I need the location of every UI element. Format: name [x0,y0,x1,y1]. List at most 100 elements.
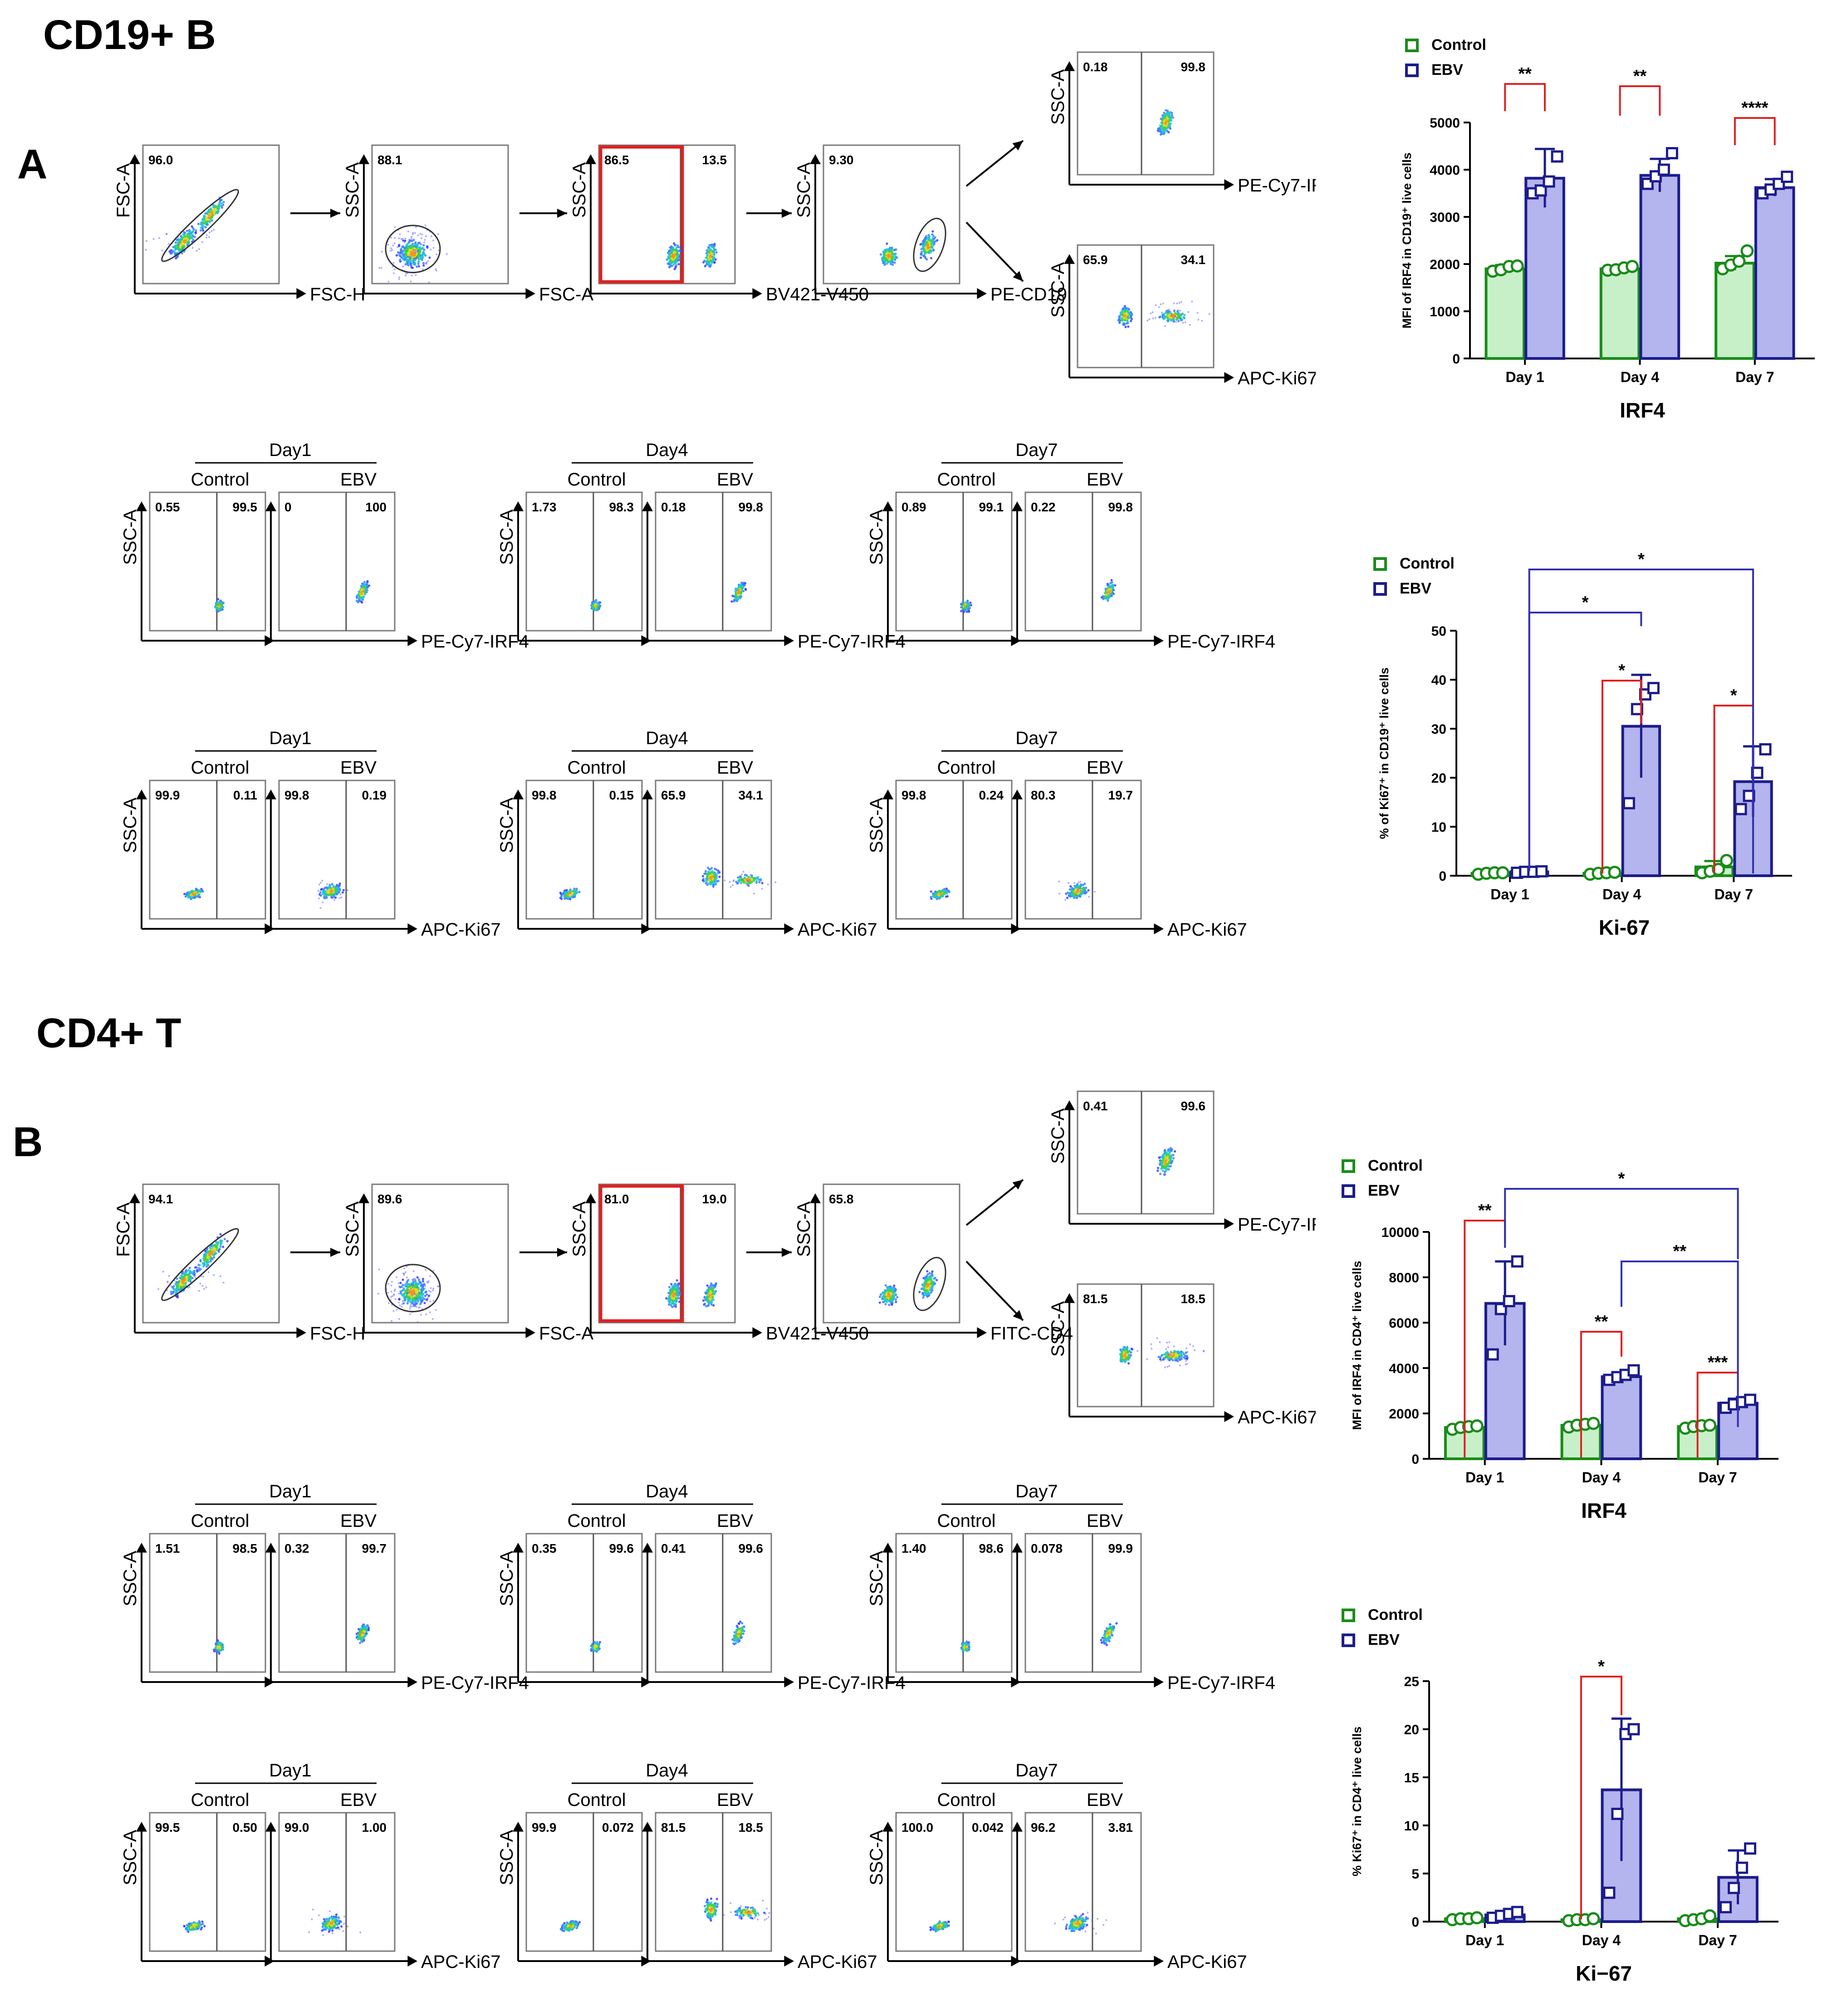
event-dot [1152,317,1154,319]
event-dot [1127,1356,1130,1359]
event-dot [889,254,892,257]
event-dot [668,263,671,265]
event-dot [889,1290,892,1292]
event-dot [970,604,972,607]
event-dot [184,1282,187,1285]
event-dot [173,250,176,253]
event-dot [188,1275,191,1278]
event-dot [1174,315,1176,318]
event-dot [402,1287,404,1289]
event-dot [414,252,416,254]
event-dot [1151,311,1154,314]
event-dot [920,256,922,259]
event-dot [596,605,599,608]
event-dot [1150,1343,1152,1345]
event-dot [1164,1173,1166,1176]
event-dot [403,247,405,249]
event-dot [1175,1353,1177,1356]
event-dot [415,274,417,276]
day-label: Day4 [646,440,688,460]
event-dot [421,1283,423,1286]
event-dot [173,1288,176,1291]
event-dot [710,260,712,262]
event-dot [668,266,671,269]
event-dot [402,254,405,256]
event-dot [211,230,213,232]
event-dot [201,227,204,230]
event-dot [966,599,969,602]
event-dot [931,233,934,236]
event-dot [191,231,194,233]
event-dot [1164,1356,1166,1359]
event-dot [417,250,419,252]
event-dot [421,1290,423,1293]
event-dot [1122,317,1125,319]
event-dot [1123,310,1127,313]
event-dot [419,233,421,235]
event-dot [931,246,933,249]
event-dot [417,260,421,263]
event-dot [885,1300,887,1302]
event-dot [927,246,931,249]
event-dot [1165,1348,1167,1350]
event-dot [1118,321,1121,324]
event-dot [1157,128,1160,130]
event-dot [366,583,368,586]
event-dot [425,1290,428,1293]
event-dot [1186,1363,1188,1365]
event-dot [206,220,209,223]
event-dot [924,238,926,240]
event-dot [680,246,683,249]
event-dot [205,1265,208,1268]
event-dot [392,1295,394,1297]
axis-arrowhead [977,288,987,299]
event-dot [405,246,407,249]
flow-plot: SSC-A0.55 99.5 [120,491,274,646]
event-dot [390,1285,392,1287]
event-dot [416,265,418,268]
x-axis-label: PE-Cy7-IRF4 [1238,176,1316,196]
event-dot [152,238,155,240]
event-dot [894,1298,897,1301]
x-axis-label: PE-Cy7-IRF4 [1167,632,1275,652]
event-dot [1187,311,1190,313]
event-dot [714,1284,717,1287]
gate-percent-right: 99.8 [739,500,764,514]
event-dot [704,1302,706,1305]
event-dot [1178,302,1181,304]
event-dot [180,1288,182,1290]
event-dot [428,256,431,259]
arrow-line [965,221,1024,282]
event-dot [1167,310,1170,313]
event-dot [423,1302,426,1305]
event-dot [1146,1358,1148,1360]
event-dot [398,1285,400,1287]
event-dot [1164,1366,1166,1369]
gate-percent: 88.1 [377,153,402,167]
event-dot [183,231,186,234]
event-dot [891,263,894,266]
event-dot [201,241,203,243]
event-dot [1191,300,1193,303]
event-dot [419,1306,421,1309]
event-dot [894,1290,897,1292]
event-dot [410,262,412,265]
event-dot [1156,1337,1158,1339]
event-dot [421,1278,425,1280]
event-dot [424,239,426,241]
event-dot [183,1275,186,1278]
event-dot [1162,303,1164,304]
event-dot [962,600,965,603]
gate-percent-right: 99.8 [1108,500,1133,514]
event-dot [429,1275,431,1277]
event-dot [394,1288,396,1290]
event-dot [882,257,885,260]
y-axis-label: SSC-A [867,509,887,565]
event-dot [428,281,430,284]
event-dot [1175,321,1177,323]
event-dot [403,1274,405,1276]
event-dot [387,280,390,283]
axis-arrowhead [525,1327,535,1338]
